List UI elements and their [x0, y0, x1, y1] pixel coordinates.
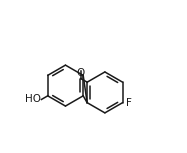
- Text: O: O: [77, 68, 85, 78]
- Text: HO: HO: [25, 94, 41, 104]
- Text: F: F: [126, 98, 132, 108]
